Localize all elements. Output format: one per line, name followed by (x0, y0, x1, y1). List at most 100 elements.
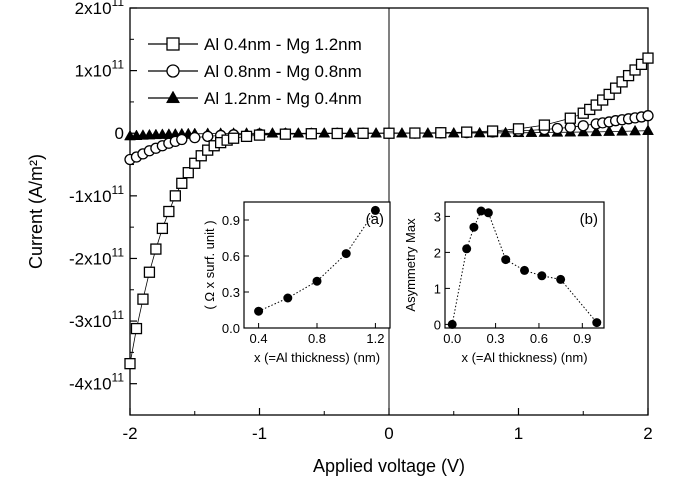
data-point (499, 126, 512, 138)
inset-x-tick-label: 0.4 (250, 331, 268, 346)
data-point (629, 124, 641, 136)
y-tick-mantissa: -3x10 (69, 312, 112, 331)
y-tick-mantissa: 2x10 (75, 0, 112, 18)
y-tick-mantissa: -2x10 (69, 249, 112, 268)
inset-line (451, 210, 598, 325)
inset-x-axis-label: x (=Al thickness) (nm) (461, 350, 587, 365)
data-point (435, 127, 447, 139)
inset-data-point (462, 244, 472, 254)
data-point (318, 126, 331, 138)
y-tick-exponent: 11 (112, 371, 125, 385)
y-tick-label: -1x1011 (69, 183, 124, 206)
inset-data-point (592, 318, 602, 328)
inset-y-tick-label: 3 (434, 209, 441, 224)
data-point (642, 52, 654, 64)
inset-panel-label: (a) (366, 211, 384, 228)
data-point (331, 127, 343, 140)
data-point (182, 167, 194, 179)
inset-x-tick-label: 0.3 (487, 331, 505, 346)
inset-b: 0.0 0.3 0.6 0.9 0 1 2 3 x (=Al thickness) (nm) As… (403, 201, 605, 365)
inset-data-point (341, 249, 351, 259)
data-point (189, 157, 201, 169)
y-tick-exponent: 11 (112, 0, 125, 9)
y-tick-label: 0 (115, 124, 124, 143)
legend-entry: Al 0.4nm - Mg 1.2nm (148, 35, 362, 54)
data-point (169, 190, 181, 202)
x-tick-label: 0 (384, 424, 393, 443)
legend: Al 0.4nm - Mg 1.2nm Al 0.8nm - Mg 0.8nm Al… (148, 35, 362, 108)
data-point (176, 177, 188, 189)
y-tick-label: -4x1011 (69, 371, 124, 394)
legend-entry: Al 1.2nm - Mg 0.4nm (148, 89, 362, 108)
inset-x-tick-label: 0.8 (308, 331, 326, 346)
data-point (357, 127, 369, 139)
x-tick-label: 1 (514, 424, 523, 443)
y-tick-exponent: 11 (112, 308, 125, 322)
data-point (635, 58, 648, 71)
inset-data-point (312, 276, 322, 286)
data-point (396, 126, 408, 138)
data-point (189, 131, 201, 144)
legend-marker (165, 90, 181, 104)
x-tick-label: 2 (643, 424, 652, 443)
inset-data-point (370, 205, 380, 215)
y-tick-exponent: 11 (112, 183, 125, 197)
data-point (564, 112, 576, 124)
inset-data-point (501, 255, 511, 265)
data-point (538, 119, 551, 131)
y-tick-label: -2x1011 (69, 245, 124, 268)
data-point (163, 205, 175, 218)
inset-data-point (520, 265, 529, 275)
inset-data-point (469, 222, 479, 232)
inset-data-point (283, 293, 293, 303)
data-point (370, 126, 382, 138)
inset-y-tick-label: 0.0 (222, 321, 240, 336)
y-tick-exponent: 11 (112, 58, 125, 72)
inset-y-tick-label: 0.3 (222, 285, 240, 300)
data-point (156, 222, 169, 235)
data-point (344, 126, 357, 138)
data-point (642, 110, 654, 122)
inset-frame (444, 201, 605, 329)
data-point (603, 125, 616, 136)
inset-x-tick-label: 0.6 (530, 331, 548, 346)
data-point (150, 243, 162, 255)
legend-label: Al 0.4nm - Mg 1.2nm (204, 35, 362, 54)
y-tick-label: -3x1011 (69, 308, 124, 331)
data-point (609, 82, 622, 94)
data-point (642, 124, 654, 135)
data-point (176, 133, 188, 146)
inset-y-axis-label: Asymmetry Max (403, 218, 418, 312)
y-tick-label: 1x1011 (75, 58, 125, 81)
inset-y-axis-label: ( Ω x surf. unit ) (202, 220, 217, 309)
data-point (305, 128, 317, 140)
data-point (137, 293, 149, 305)
inset-data-point (254, 306, 264, 316)
inset-a: 0.4 0.8 1.2 0.0 0.3 0.6 0.9 x (=Al thickness) (… (202, 201, 391, 365)
data-point (461, 126, 473, 138)
y-tick-mantissa: -1x10 (69, 187, 112, 206)
data-point (603, 88, 615, 101)
data-point (130, 322, 143, 335)
y-tick-mantissa: 1x10 (75, 62, 112, 81)
inset-data-point (476, 206, 486, 216)
data-point (512, 123, 525, 135)
data-point (253, 129, 266, 141)
inset-data-point (556, 274, 566, 284)
inset-y-tick-label: 1 (434, 281, 441, 296)
legend-label: Al 1.2nm - Mg 0.4nm (204, 89, 362, 108)
inset-data-point (483, 208, 493, 218)
data-point (202, 130, 214, 143)
legend-entry: Al 0.8nm - Mg 0.8nm (148, 62, 362, 81)
data-point (279, 128, 292, 140)
inset-x-tick-label: 0.0 (443, 331, 461, 346)
x-tick-label: -2 (122, 424, 137, 443)
data-point (486, 125, 499, 137)
legend-marker (166, 37, 180, 51)
inset-data-point (537, 271, 547, 281)
y-axis-label: Current (A/m²) (26, 154, 46, 269)
data-point (616, 76, 628, 88)
legend-label: Al 0.8nm - Mg 0.8nm (204, 62, 362, 81)
series-open-square (124, 52, 654, 370)
